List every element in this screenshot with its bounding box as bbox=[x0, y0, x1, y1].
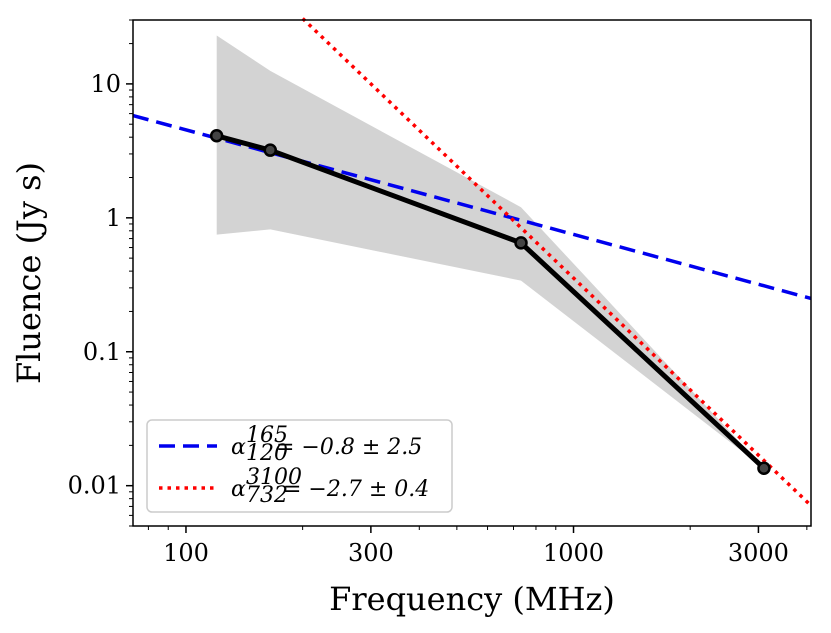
fit-line-732-3100 bbox=[301, 17, 813, 507]
legend-sub: 732 bbox=[246, 483, 288, 508]
band-layer bbox=[216, 35, 764, 469]
fit-line-120-165 bbox=[133, 113, 811, 301]
data-point-marker bbox=[514, 236, 528, 250]
legend-box bbox=[146, 419, 453, 513]
legend-expr: = −2.7 ± 0.4 bbox=[283, 477, 429, 502]
y-tick-label: 1 bbox=[106, 204, 121, 232]
tick-layer: 100 300 1000 3000 0.01 0.1 1 10 bbox=[68, 19, 808, 567]
y-tick-label: 10 bbox=[90, 70, 121, 98]
x-axis-label: Frequency (MHz) bbox=[329, 580, 615, 618]
y-axis-label: Fluence (Jy s) bbox=[10, 162, 48, 384]
x-tick-label: 300 bbox=[348, 539, 394, 567]
data-point-marker bbox=[263, 143, 278, 157]
y-tick-label: 0.1 bbox=[83, 338, 121, 366]
data-point-marker bbox=[209, 129, 224, 143]
x-tick-label: 1000 bbox=[543, 539, 604, 567]
measured-fluence-line bbox=[216, 133, 766, 471]
legend-sub: 120 bbox=[246, 441, 288, 466]
data-point-marker bbox=[757, 461, 771, 475]
fit-layer bbox=[133, 113, 811, 301]
y-tick-label: 0.01 bbox=[68, 472, 121, 500]
x-tick-label: 100 bbox=[163, 539, 209, 567]
uncertainty-band bbox=[216, 35, 764, 469]
x-tick-label: 3000 bbox=[728, 539, 789, 567]
legend-sup: 3100 bbox=[246, 465, 302, 490]
data-layer bbox=[209, 17, 813, 507]
plot-frame bbox=[132, 19, 812, 527]
legend-expr: = −0.8 ± 2.5 bbox=[276, 435, 422, 460]
legend-label: α bbox=[231, 477, 246, 502]
legend-sup: 165 bbox=[246, 423, 288, 448]
legend-label: α bbox=[231, 435, 246, 460]
